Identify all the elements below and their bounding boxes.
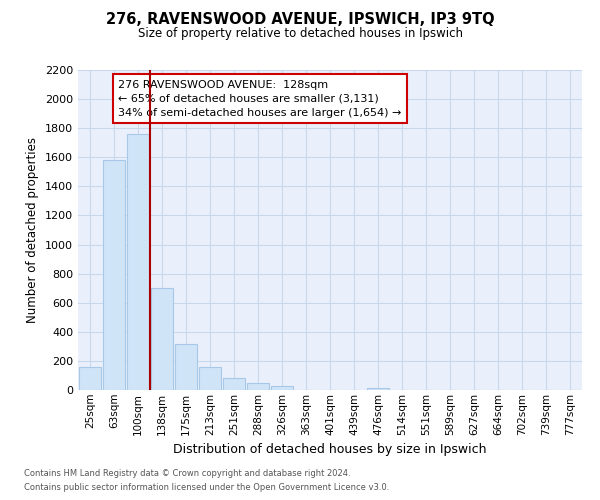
- Text: 276 RAVENSWOOD AVENUE:  128sqm
← 65% of detached houses are smaller (3,131)
34% : 276 RAVENSWOOD AVENUE: 128sqm ← 65% of d…: [118, 80, 401, 118]
- Text: Contains public sector information licensed under the Open Government Licence v3: Contains public sector information licen…: [24, 484, 389, 492]
- Bar: [247, 382, 269, 390]
- Bar: [199, 368, 221, 390]
- Bar: [367, 388, 389, 390]
- Bar: [151, 288, 173, 390]
- Text: Size of property relative to detached houses in Ipswich: Size of property relative to detached ho…: [137, 28, 463, 40]
- Bar: [127, 134, 149, 390]
- Bar: [103, 160, 125, 390]
- Text: 276, RAVENSWOOD AVENUE, IPSWICH, IP3 9TQ: 276, RAVENSWOOD AVENUE, IPSWICH, IP3 9TQ: [106, 12, 494, 28]
- Bar: [175, 344, 197, 390]
- X-axis label: Distribution of detached houses by size in Ipswich: Distribution of detached houses by size …: [173, 443, 487, 456]
- Bar: [79, 366, 101, 390]
- Bar: [223, 378, 245, 390]
- Text: Contains HM Land Registry data © Crown copyright and database right 2024.: Contains HM Land Registry data © Crown c…: [24, 468, 350, 477]
- Y-axis label: Number of detached properties: Number of detached properties: [26, 137, 40, 323]
- Bar: [271, 386, 293, 390]
